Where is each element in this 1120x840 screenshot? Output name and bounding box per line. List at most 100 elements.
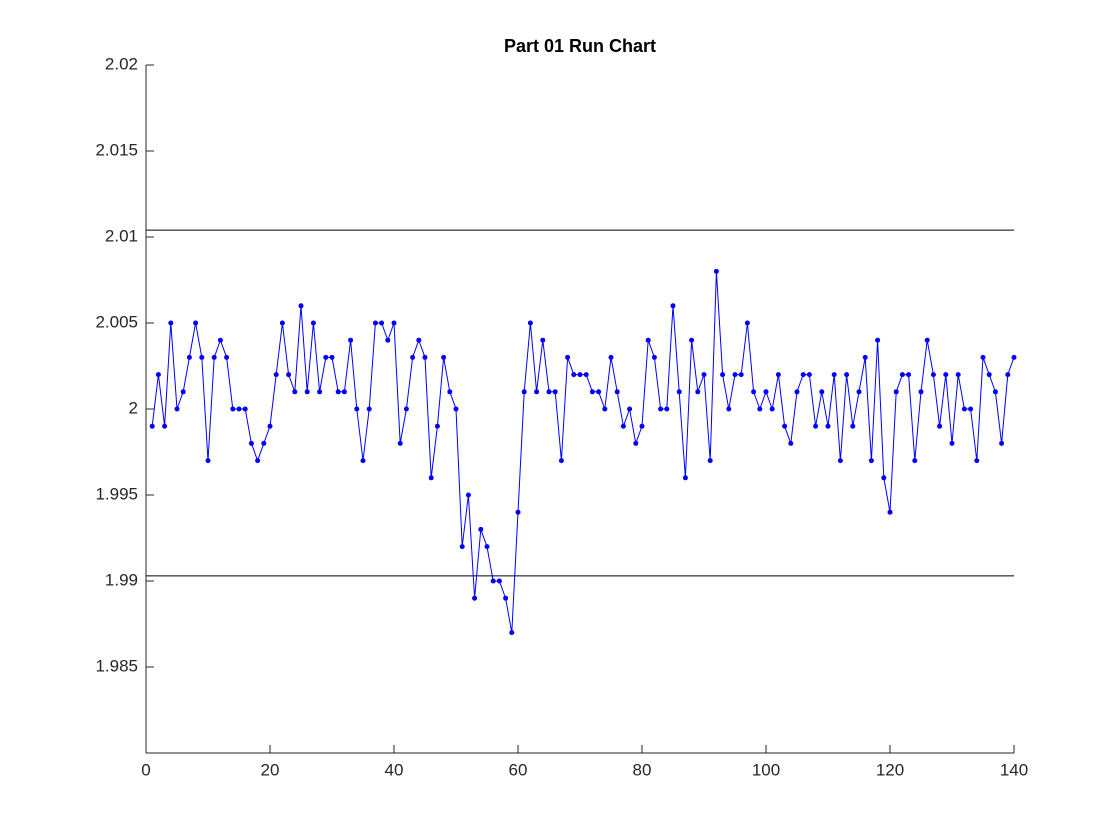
data-point xyxy=(806,372,812,378)
data-point xyxy=(614,389,620,395)
data-point xyxy=(949,440,955,446)
data-point xyxy=(422,354,428,360)
data-point xyxy=(751,389,757,395)
data-point xyxy=(788,440,794,446)
data-point xyxy=(695,389,701,395)
x-tick-label: 0 xyxy=(141,760,150,779)
data-point xyxy=(310,320,316,326)
data-point xyxy=(385,337,391,343)
data-point xyxy=(943,372,949,378)
data-point xyxy=(813,423,819,429)
data-point xyxy=(149,423,155,429)
data-point xyxy=(236,406,242,412)
data-point xyxy=(763,389,769,395)
data-point xyxy=(540,337,546,343)
x-tick-label: 40 xyxy=(385,760,404,779)
data-point xyxy=(199,354,205,360)
data-point xyxy=(999,440,1005,446)
data-point xyxy=(496,578,502,584)
data-point xyxy=(155,372,161,378)
data-point xyxy=(558,458,564,464)
data-point xyxy=(627,406,633,412)
y-tick-label: 2.02 xyxy=(105,54,138,73)
data-point xyxy=(180,389,186,395)
data-point xyxy=(372,320,378,326)
data-point xyxy=(757,406,763,412)
data-point xyxy=(620,423,626,429)
data-point xyxy=(434,423,440,429)
data-point xyxy=(831,372,837,378)
data-point xyxy=(992,389,998,395)
data-point xyxy=(819,389,825,395)
data-point xyxy=(478,526,484,532)
data-point xyxy=(248,440,254,446)
data-point xyxy=(428,475,434,481)
data-point xyxy=(379,320,385,326)
data-point xyxy=(682,475,688,481)
series-line xyxy=(151,271,1015,633)
data-point xyxy=(651,354,657,360)
data-point xyxy=(217,337,223,343)
data-point xyxy=(868,458,874,464)
data-point xyxy=(397,440,403,446)
data-point xyxy=(465,492,471,498)
data-point xyxy=(453,406,459,412)
data-point xyxy=(850,423,856,429)
y-tick-label: 2.01 xyxy=(105,226,138,245)
data-point xyxy=(416,337,422,343)
data-point xyxy=(267,423,273,429)
data-point xyxy=(472,595,478,601)
data-point xyxy=(986,372,992,378)
data-point xyxy=(918,389,924,395)
y-tick-label: 1.995 xyxy=(95,484,138,503)
data-point xyxy=(720,372,726,378)
data-point xyxy=(664,406,670,412)
data-point xyxy=(230,406,236,412)
data-point xyxy=(490,578,496,584)
data-point xyxy=(323,354,329,360)
data-point xyxy=(1011,354,1017,360)
chart-title: Part 01 Run Chart xyxy=(504,36,656,56)
data-point xyxy=(292,389,298,395)
data-point xyxy=(335,389,341,395)
data-point xyxy=(366,406,372,412)
data-point xyxy=(732,372,738,378)
data-point xyxy=(577,372,583,378)
data-point xyxy=(410,354,416,360)
data-point xyxy=(1005,372,1011,378)
data-point xyxy=(881,475,887,481)
data-point xyxy=(726,406,732,412)
data-point xyxy=(186,354,192,360)
data-point xyxy=(689,337,695,343)
data-point xyxy=(912,458,918,464)
data-point xyxy=(459,544,465,550)
data-point xyxy=(205,458,211,464)
data-point xyxy=(589,389,595,395)
data-point xyxy=(509,630,515,636)
data-point xyxy=(521,389,527,395)
data-point xyxy=(534,389,540,395)
data-point xyxy=(775,372,781,378)
data-point xyxy=(255,458,261,464)
data-point xyxy=(298,303,304,309)
data-point xyxy=(968,406,974,412)
y-tick-label: 2.015 xyxy=(95,140,138,159)
y-tick-label: 1.99 xyxy=(105,570,138,589)
x-tick-label: 20 xyxy=(261,760,280,779)
data-point xyxy=(503,595,509,601)
data-point xyxy=(937,423,943,429)
data-point xyxy=(974,458,980,464)
data-point xyxy=(794,389,800,395)
data-point xyxy=(744,320,750,326)
data-point xyxy=(583,372,589,378)
data-point xyxy=(242,406,248,412)
data-point xyxy=(304,389,310,395)
data-point xyxy=(552,389,558,395)
x-tick-label: 120 xyxy=(876,760,904,779)
data-point xyxy=(211,354,217,360)
data-point xyxy=(596,389,602,395)
data-point xyxy=(515,509,521,515)
data-point xyxy=(608,354,614,360)
